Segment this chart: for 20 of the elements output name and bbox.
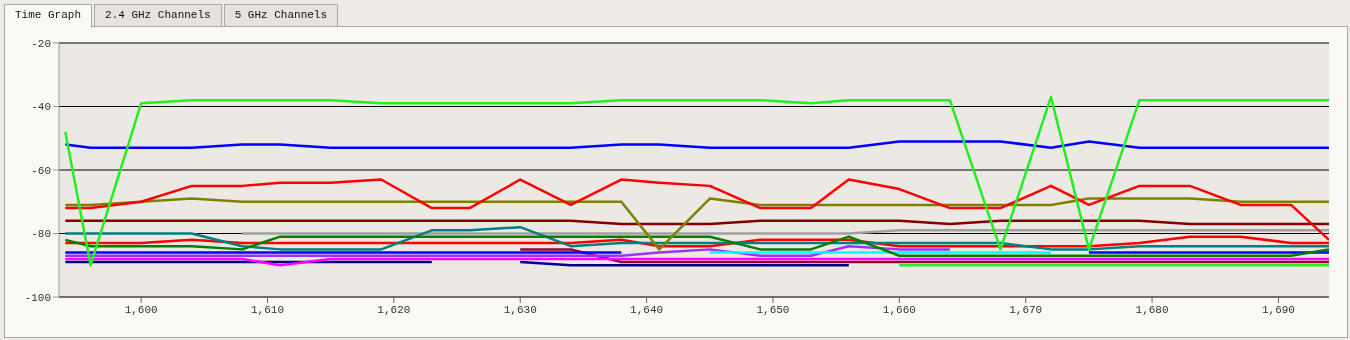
y-tick-label: -20 [31,37,51,50]
x-tick-label: 1,680 [1135,303,1169,316]
text: 2.4 GHz Channels [94,4,222,27]
x-tick-label: 1,610 [251,303,285,316]
x-tick-label: 1,640 [630,303,664,316]
x-tick-label: 1,660 [882,303,916,316]
y-tick-label: -100 [24,291,51,304]
x-tick-label: 1,600 [124,303,158,316]
y-tick-label: -60 [31,164,51,177]
text: Time Graph [4,4,93,28]
x-tick-label: 1,630 [503,303,537,316]
y-tick-label: -80 [31,228,51,241]
line-series [64,244,952,257]
text: 5 GHz Channels [223,4,339,27]
x-tick-label: 1,670 [1009,303,1043,316]
x-tick-label: 1,650 [756,303,790,316]
x-tick-label: 1,690 [1261,303,1295,316]
y-tick-label: -40 [31,101,51,114]
line-series [64,95,1329,267]
x-tick-label: 1,620 [377,303,411,316]
